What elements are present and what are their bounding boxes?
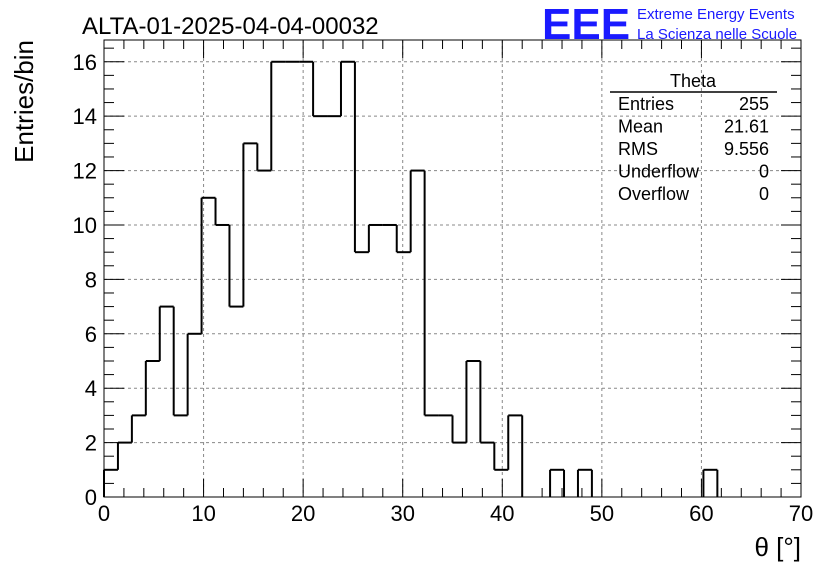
histogram-bins: [103, 60, 719, 497]
eee-logo: EEE Extreme Energy Events La Scienza nel…: [542, 0, 797, 49]
x-tick-label: 60: [689, 501, 713, 526]
stats-label: Mean: [618, 117, 663, 137]
stats-box: Theta Entries 255 Mean 21.61 RMS 9.556 Underfl…: [610, 71, 777, 204]
tick-labels: 0 10 20 30 40 50 60 70 0 2 4 6 8 10 12 14 16: [73, 50, 814, 526]
y-tick-label: 16: [73, 50, 97, 75]
x-tick-label: 0: [98, 501, 110, 526]
chart-title: ALTA-01-2025-04-04-00032: [82, 13, 379, 40]
stats-title: Theta: [670, 71, 717, 91]
y-tick-label: 2: [85, 431, 97, 456]
stats-label: Entries: [618, 94, 674, 114]
x-axis-label: θ [°]: [754, 532, 801, 562]
stats-value: 9.556: [724, 139, 769, 159]
stats-label: Underflow: [618, 162, 700, 182]
y-tick-label: 8: [85, 267, 97, 292]
y-tick-label: 10: [73, 213, 97, 238]
x-tick-label: 40: [490, 501, 514, 526]
stats-value: 0: [759, 162, 769, 182]
stats-value: 21.61: [724, 117, 769, 137]
stats-label: RMS: [618, 139, 658, 159]
x-tick-label: 20: [291, 501, 315, 526]
x-tick-label: 70: [789, 501, 813, 526]
y-tick-label: 0: [85, 485, 97, 510]
logo-eee-text: EEE: [542, 0, 630, 49]
stats-value: 0: [759, 184, 769, 204]
logo-line-1: Extreme Energy Events: [637, 6, 795, 23]
stats-value: 255: [739, 94, 769, 114]
logo-line-2: La Scienza nelle Scuole: [637, 26, 797, 43]
y-tick-label: 6: [85, 322, 97, 347]
stats-label: Overflow: [618, 184, 690, 204]
y-tick-label: 14: [73, 104, 97, 129]
y-tick-label: 12: [73, 159, 97, 184]
x-tick-label: 10: [191, 501, 215, 526]
x-tick-label: 30: [390, 501, 414, 526]
y-tick-label: 4: [85, 376, 97, 401]
ticks: [103, 40, 802, 498]
y-axis-label: Entries/bin: [9, 40, 39, 163]
x-tick-label: 50: [590, 501, 614, 526]
